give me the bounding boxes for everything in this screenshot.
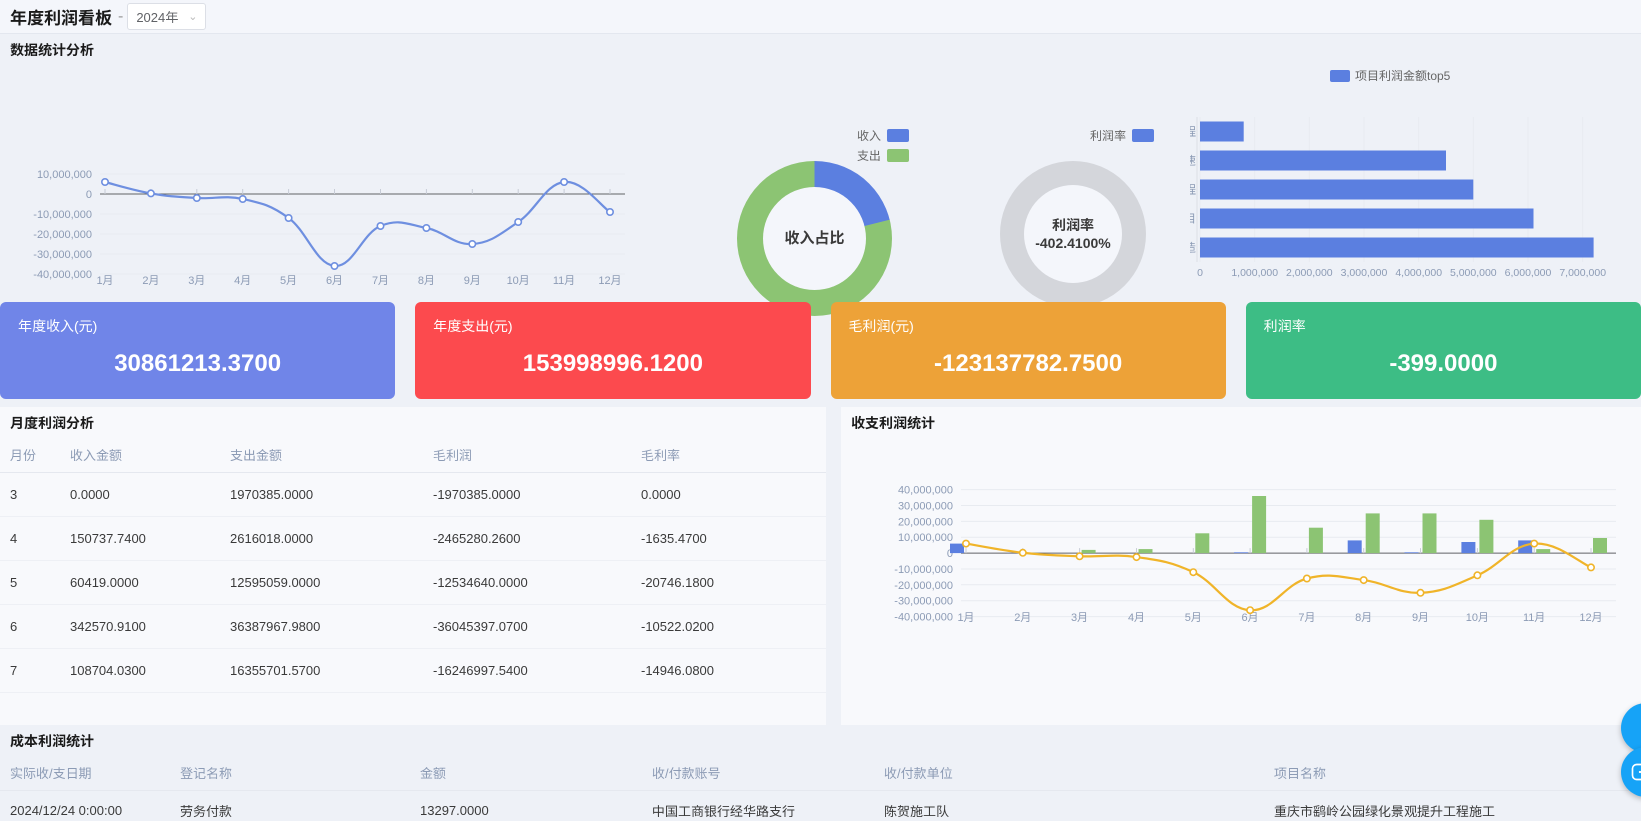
svg-text:7,000,000: 7,000,000 — [1559, 267, 1606, 279]
svg-text:11月: 11月 — [553, 275, 575, 287]
svg-text:40,000,000: 40,000,000 — [898, 485, 953, 497]
svg-text:10,000,000: 10,000,000 — [37, 169, 92, 181]
svg-text:-10,000,000: -10,000,000 — [894, 564, 953, 576]
svg-text:10月: 10月 — [507, 275, 530, 287]
svg-text:12月: 12月 — [598, 275, 621, 287]
svg-text:-30,000,000: -30,000,000 — [33, 249, 92, 261]
svg-text:2月: 2月 — [1014, 612, 1031, 624]
svg-text:7月: 7月 — [372, 275, 389, 287]
svg-text:1月: 1月 — [957, 612, 974, 624]
svg-text:0: 0 — [86, 189, 92, 201]
svg-text:9月: 9月 — [1412, 612, 1429, 624]
svg-text:8月: 8月 — [1355, 612, 1372, 624]
svg-text:-40,000,000: -40,000,000 — [894, 612, 953, 624]
svg-text:4月: 4月 — [234, 275, 251, 287]
svg-text:1,000,000: 1,000,000 — [1231, 267, 1278, 279]
svg-text:1月: 1月 — [96, 275, 113, 287]
svg-text:5,000,000: 5,000,000 — [1450, 267, 1497, 279]
svg-text:12月: 12月 — [1579, 612, 1602, 624]
svg-text:10,000,000: 10,000,000 — [898, 532, 953, 544]
svg-text:保留工程: 保留工程 — [1190, 184, 1196, 197]
svg-text:-10,000,000: -10,000,000 — [33, 209, 92, 221]
svg-text:3月: 3月 — [1071, 612, 1088, 624]
svg-text:7月: 7月 — [1298, 612, 1315, 624]
svg-text:20,000,000: 20,000,000 — [898, 516, 953, 528]
svg-text:6月: 6月 — [326, 275, 343, 287]
svg-text:-20,000,000: -20,000,000 — [894, 580, 953, 592]
svg-text:成佛高速: 成佛高速 — [1190, 154, 1196, 168]
svg-text:工程项目: 工程项目 — [1190, 213, 1196, 226]
svg-text:10月: 10月 — [1466, 612, 1489, 624]
svg-text:2月: 2月 — [142, 275, 159, 287]
svg-text:9月: 9月 — [464, 275, 481, 287]
svg-text:4,000,000: 4,000,000 — [1395, 267, 1442, 279]
svg-text:2,000,000: 2,000,000 — [1286, 267, 1333, 279]
svg-text:11月: 11月 — [1523, 612, 1545, 624]
svg-text:4月: 4月 — [1128, 612, 1145, 624]
svg-text:30,000,000: 30,000,000 — [898, 501, 953, 513]
svg-text:项目利润金额top5: 项目利润金额top5 — [1355, 69, 1451, 83]
svg-text:5月: 5月 — [280, 275, 297, 287]
svg-text:0: 0 — [1197, 267, 1203, 279]
svg-text:3月: 3月 — [188, 275, 205, 287]
svg-text:-40,000,000: -40,000,000 — [33, 269, 92, 281]
svg-text:5月: 5月 — [1185, 612, 1202, 624]
svg-text:6,000,000: 6,000,000 — [1505, 267, 1552, 279]
svg-text:维修改造: 维修改造 — [1190, 242, 1196, 255]
svg-text:精装工程: 精装工程 — [1190, 125, 1196, 139]
svg-text:3,000,000: 3,000,000 — [1341, 267, 1388, 279]
svg-text:-20,000,000: -20,000,000 — [33, 229, 92, 241]
svg-text:-30,000,000: -30,000,000 — [894, 596, 953, 608]
svg-text:8月: 8月 — [418, 275, 435, 287]
